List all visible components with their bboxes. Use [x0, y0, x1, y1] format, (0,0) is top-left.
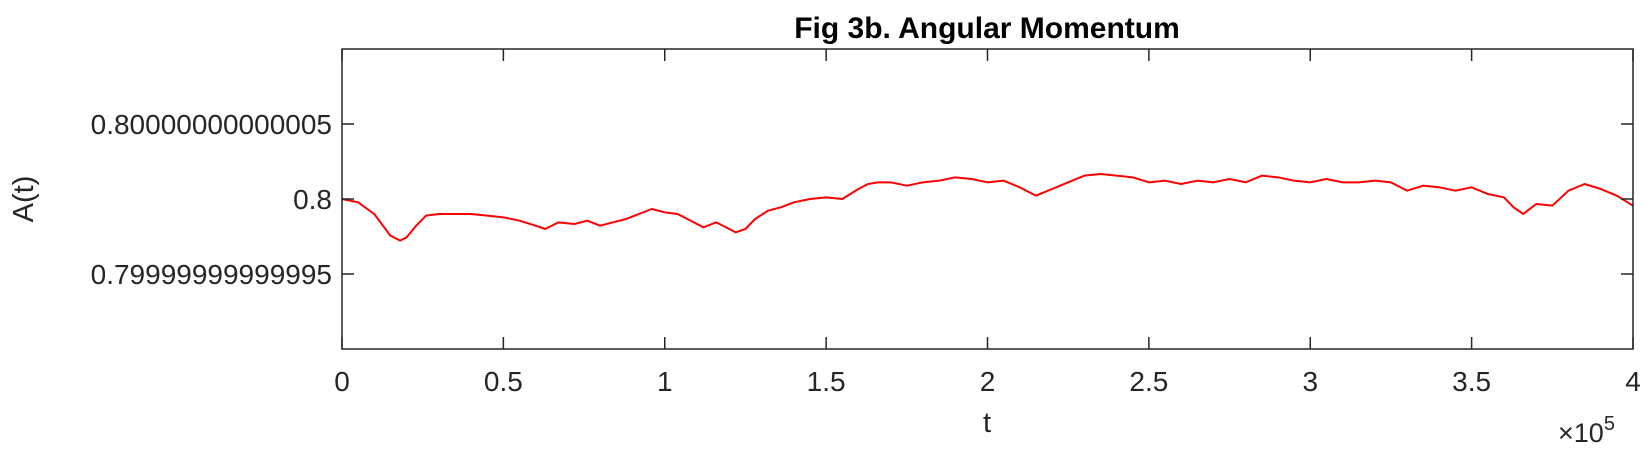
x-tick-label: 3.5 — [1452, 366, 1491, 397]
y-tick-label: 0.79999999999995 — [91, 259, 332, 290]
tick-marks — [341, 49, 1634, 349]
series-line-0 — [341, 173, 1634, 242]
y-tick-labels: 0.79999999999995 0.8 0.80000000000005 — [91, 109, 332, 290]
x-axis-multiplier-exponent: 5 — [1604, 413, 1615, 435]
y-axis-label: A(t) — [8, 176, 40, 223]
x-tick-label: 2.5 — [1129, 366, 1168, 397]
x-tick-label: 1.5 — [807, 366, 846, 397]
x-axis-label: t — [983, 407, 991, 439]
x-tick-label: 0 — [334, 366, 350, 397]
x-tick-labels: 0 0.5 1 1.5 2 2.5 3 3.5 4 — [334, 366, 1641, 397]
x-axis-multiplier-base: ×10 — [1558, 418, 1604, 448]
x-tick-label: 4 — [1625, 366, 1641, 397]
plot-area — [341, 173, 1634, 242]
x-tick-label: 0.5 — [484, 366, 523, 397]
plot-background — [342, 49, 1633, 349]
chart-title: Fig 3b. Angular Momentum — [794, 12, 1180, 45]
y-tick-label: 0.80000000000005 — [91, 109, 332, 140]
x-tick-label: 1 — [657, 366, 673, 397]
x-tick-label: 2 — [980, 366, 996, 397]
x-axis-multiplier: ×105 — [1558, 413, 1615, 448]
x-tick-label: 3 — [1302, 366, 1318, 397]
y-tick-label: 0.8 — [293, 184, 332, 215]
